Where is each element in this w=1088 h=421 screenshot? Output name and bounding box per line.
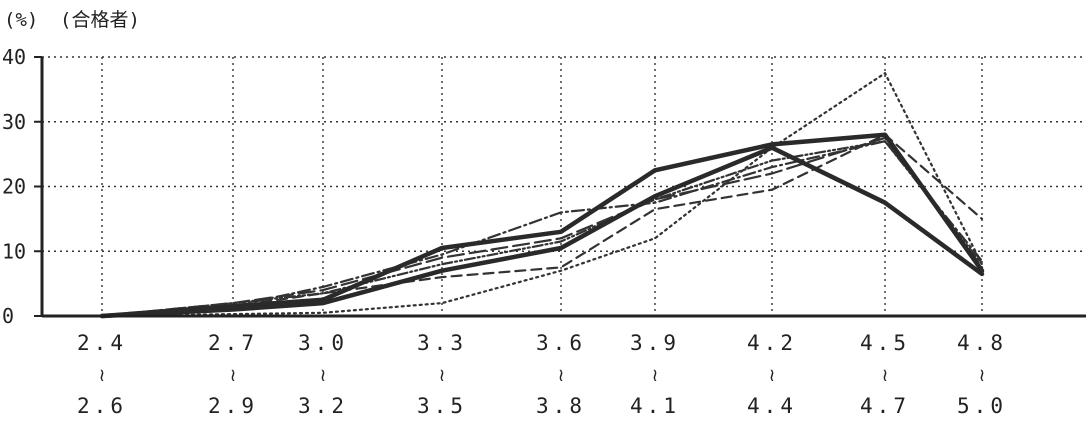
x-category-from: 3.0 (298, 331, 348, 355)
x-category-separator: ≀ (652, 365, 659, 386)
series-line-1 (99, 132, 985, 319)
y-axis-label: (合格者) (60, 9, 140, 31)
gridlines (42, 56, 1086, 316)
x-category-to: 3.8 (536, 394, 586, 418)
x-category-from: 4.8 (957, 331, 1007, 355)
series-line-5 (100, 140, 984, 318)
x-category-separator: ≀ (979, 365, 986, 386)
x-category-from: 3.9 (630, 331, 680, 355)
y-unit-label: (%) (4, 9, 38, 31)
axes (40, 57, 1086, 318)
x-category-from: 2.7 (208, 331, 258, 355)
x-category-separator: ≀ (882, 365, 889, 386)
x-category-to: 4.1 (630, 394, 680, 418)
y-tick-labels: 0 10 20 30 40 (2, 45, 42, 328)
x-category-to: 2.9 (208, 394, 258, 418)
series-line-7 (100, 140, 984, 318)
x-category-separator: ≀ (558, 365, 565, 386)
x-category-separator: ≀ (320, 365, 327, 386)
series-line-6 (100, 136, 984, 318)
x-category-from: 3.3 (417, 331, 467, 355)
x-category-from: 3.6 (536, 331, 586, 355)
x-category-from: 4.2 (747, 331, 797, 355)
x-category-from: 4.5 (860, 331, 910, 355)
series-lines (99, 72, 985, 319)
x-category-from: 2.4 (77, 331, 127, 355)
y-tick-label: 40 (2, 45, 26, 69)
x-category-separator: ≀ (99, 365, 106, 386)
x-category-labels: 2.4 ≀ 2.6 2.7 ≀ 2.9 3.0 ≀ 3.2 3.3 ≀ 3.5 3.6 ≀ 3.8 3.9 ≀ 4… (77, 331, 1007, 418)
series-line-3 (100, 72, 984, 318)
x-category-to: 2.6 (77, 394, 127, 418)
x-category-separator: ≀ (230, 365, 237, 386)
y-tick-label: 20 (2, 175, 26, 199)
y-tick-label: 10 (2, 239, 26, 263)
y-tick-label: 0 (2, 304, 14, 328)
series-line-4 (100, 133, 984, 318)
x-category-separator: ≀ (439, 365, 446, 386)
x-category-to: 5.0 (957, 394, 1007, 418)
x-category-to: 3.5 (417, 394, 467, 418)
x-category-separator: ≀ (769, 365, 776, 386)
y-tick-label: 30 (2, 110, 26, 134)
x-category-to: 4.7 (860, 394, 910, 418)
series-line-2 (99, 145, 985, 319)
x-category-to: 3.2 (298, 394, 348, 418)
x-category-to: 4.4 (747, 394, 797, 418)
